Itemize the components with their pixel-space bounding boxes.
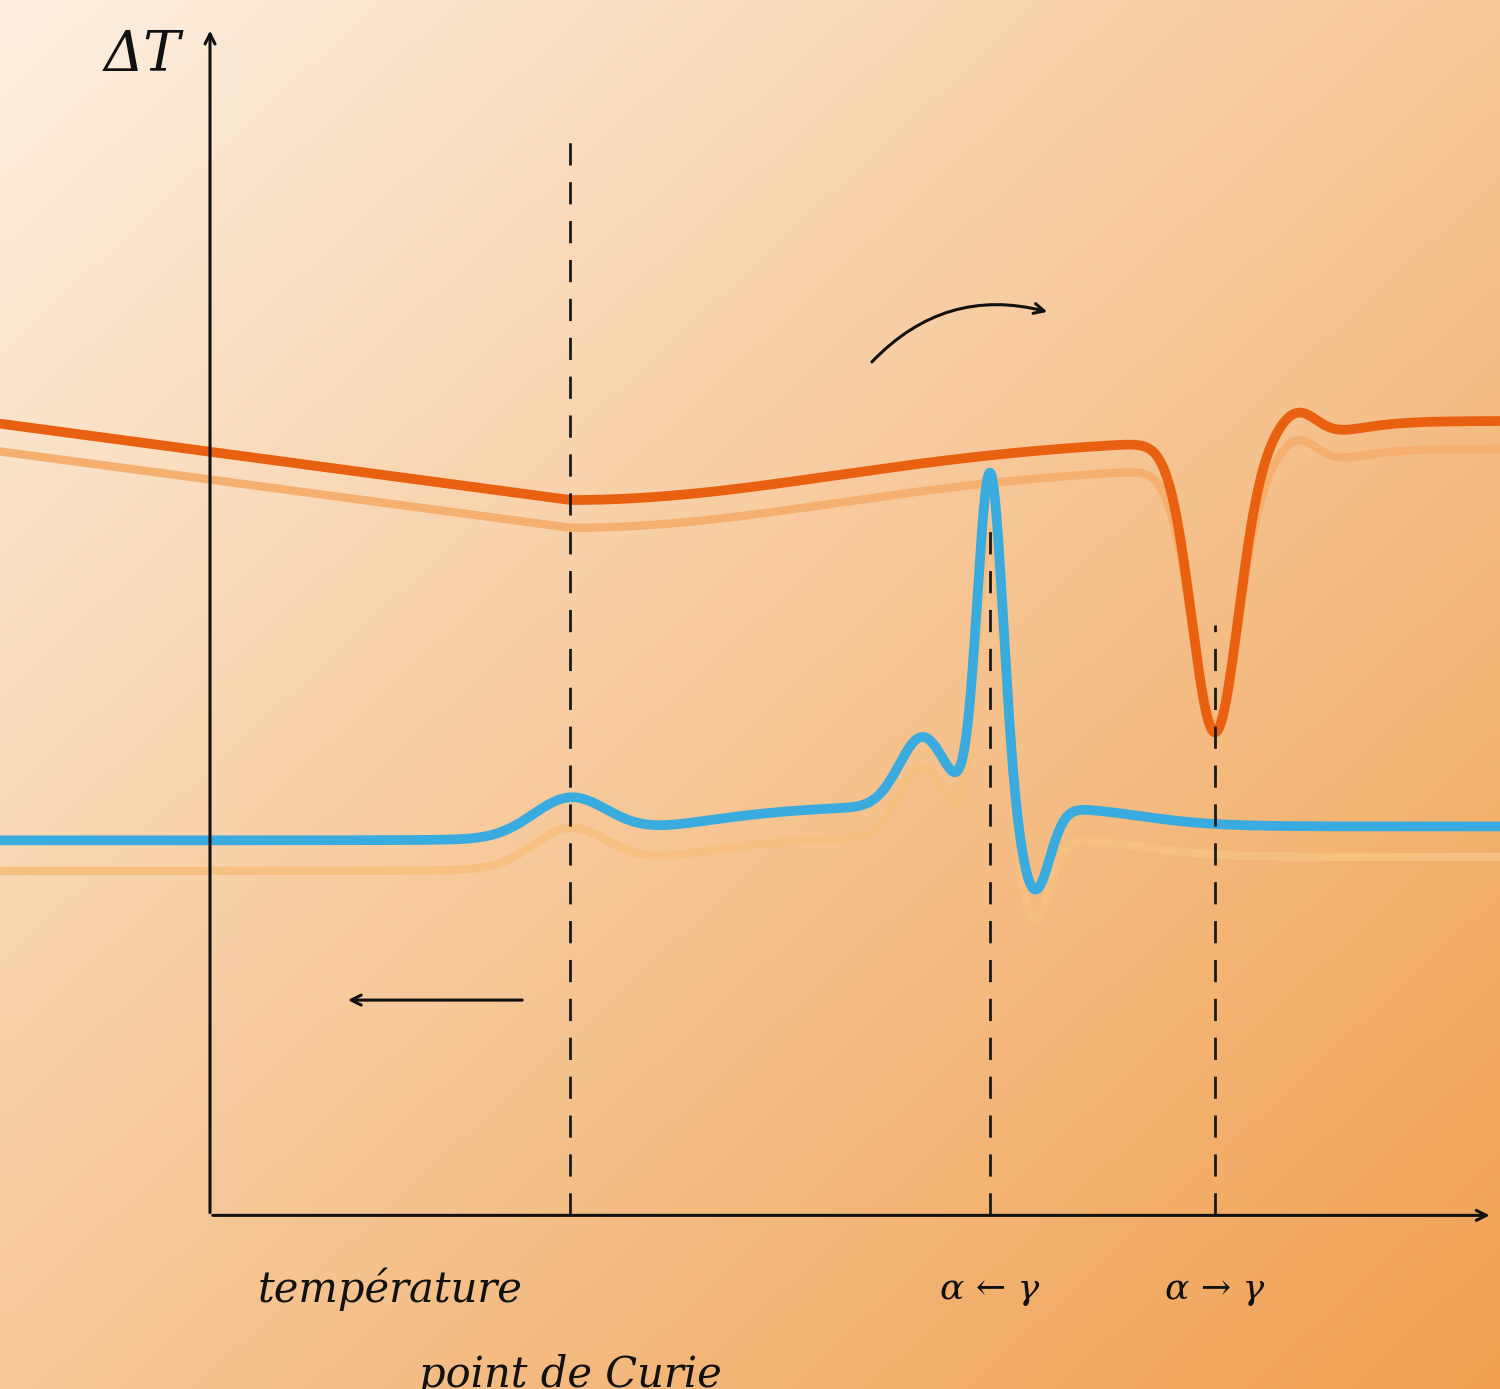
Text: α ← γ: α ← γ xyxy=(940,1272,1040,1306)
Text: ΔT: ΔT xyxy=(104,28,182,83)
Text: point de Curie: point de Curie xyxy=(419,1354,722,1389)
Text: α → γ: α → γ xyxy=(1166,1272,1264,1306)
Text: température: température xyxy=(258,1267,522,1311)
